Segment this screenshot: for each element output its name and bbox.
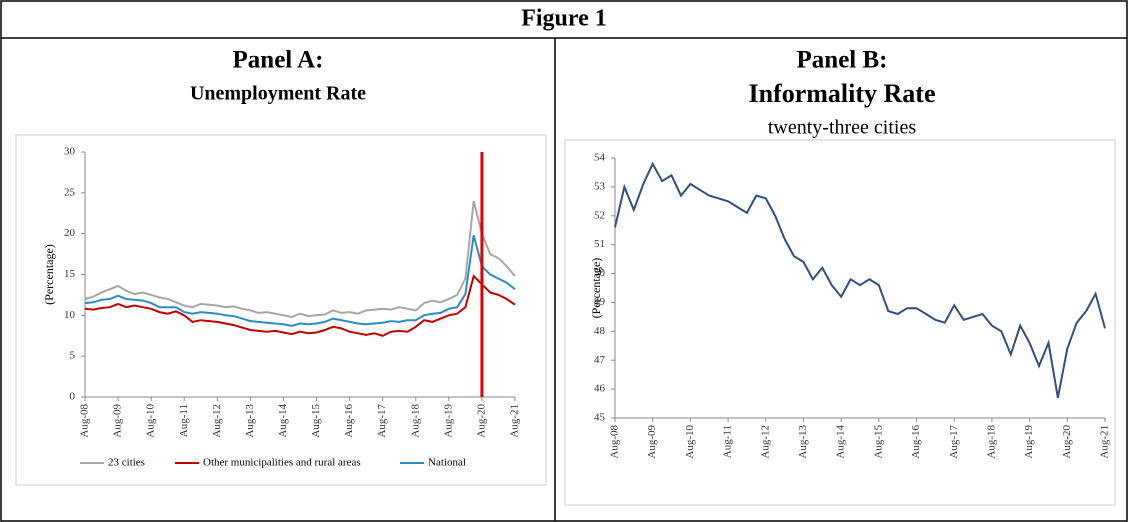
x-tick-label: Aug-08 xyxy=(79,404,91,438)
series-line xyxy=(84,235,516,327)
x-tick-label: Aug-12 xyxy=(211,404,223,438)
y-tick-label: 15 xyxy=(64,268,76,280)
y-axis-label: (Percentage) xyxy=(42,244,56,305)
panel-note: twenty-three cities xyxy=(768,117,916,139)
x-tick-label: Aug-16 xyxy=(343,404,355,438)
x-tick-label: Aug-21 xyxy=(1099,425,1111,459)
x-tick-label: Aug-20 xyxy=(475,404,487,438)
x-tick-label: Aug-11 xyxy=(722,425,734,458)
x-tick-label: Aug-09 xyxy=(112,404,124,438)
y-tick-label: 0 xyxy=(70,391,76,403)
x-tick-label: Aug-17 xyxy=(948,425,960,459)
legend-label: National xyxy=(428,457,466,469)
y-axis-label: (Percentage) xyxy=(589,258,603,319)
x-tick-label: Aug-16 xyxy=(910,425,922,459)
x-tick-label: Aug-14 xyxy=(277,404,289,438)
x-tick-label: Aug-09 xyxy=(646,425,658,459)
x-tick-label: Aug-11 xyxy=(178,404,190,437)
y-tick-label: 47 xyxy=(594,354,606,366)
x-tick-label: Aug-21 xyxy=(509,404,521,438)
x-tick-label: Aug-15 xyxy=(872,425,884,459)
panel-subtitle: Informality Rate xyxy=(748,79,935,108)
x-tick-label: Aug-19 xyxy=(442,404,454,438)
x-tick-label: Aug-20 xyxy=(1061,425,1073,459)
y-tick-label: 30 xyxy=(64,146,76,158)
x-tick-label: Aug-19 xyxy=(1023,425,1035,459)
y-tick-label: 5 xyxy=(70,350,76,362)
series-line xyxy=(84,200,516,319)
y-tick-label: 51 xyxy=(594,238,605,250)
y-tick-label: 52 xyxy=(594,209,605,221)
figure-title: Figure 1 xyxy=(521,6,607,32)
panel-subtitle: Unemployment Rate xyxy=(190,83,366,105)
x-tick-label: Aug-17 xyxy=(376,404,388,438)
panel-title: Panel B: xyxy=(797,47,888,74)
series-line xyxy=(84,274,516,337)
x-tick-label: Aug-12 xyxy=(759,425,771,459)
legend-label: 23 cities xyxy=(108,457,145,469)
y-tick-label: 10 xyxy=(64,309,76,321)
legend-label: Other municipalities and rural areas xyxy=(203,457,361,469)
x-tick-label: Aug-18 xyxy=(985,425,997,459)
y-tick-label: 48 xyxy=(594,325,606,337)
x-tick-label: Aug-18 xyxy=(409,404,421,438)
y-tick-label: 50 xyxy=(594,267,606,279)
y-tick-label: 20 xyxy=(64,227,76,239)
x-tick-label: Aug-15 xyxy=(310,404,322,438)
panel-title: Panel A: xyxy=(233,47,324,74)
y-tick-label: 25 xyxy=(64,186,76,198)
y-tick-label: 45 xyxy=(594,412,606,424)
x-tick-label: Aug-10 xyxy=(145,404,157,438)
x-tick-label: Aug-14 xyxy=(835,425,847,459)
y-tick-label: 46 xyxy=(594,383,606,395)
y-tick-label: 54 xyxy=(594,152,606,164)
x-tick-label: Aug-13 xyxy=(244,404,256,438)
chart-frame xyxy=(564,139,1116,506)
y-tick-label: 53 xyxy=(594,180,606,192)
x-tick-label: Aug-10 xyxy=(684,425,696,459)
series-line xyxy=(614,161,1106,398)
chart-frame xyxy=(15,134,547,486)
x-tick-label: Aug-13 xyxy=(797,425,809,459)
x-tick-label: Aug-08 xyxy=(609,425,621,459)
y-tick-label: 49 xyxy=(594,296,606,308)
